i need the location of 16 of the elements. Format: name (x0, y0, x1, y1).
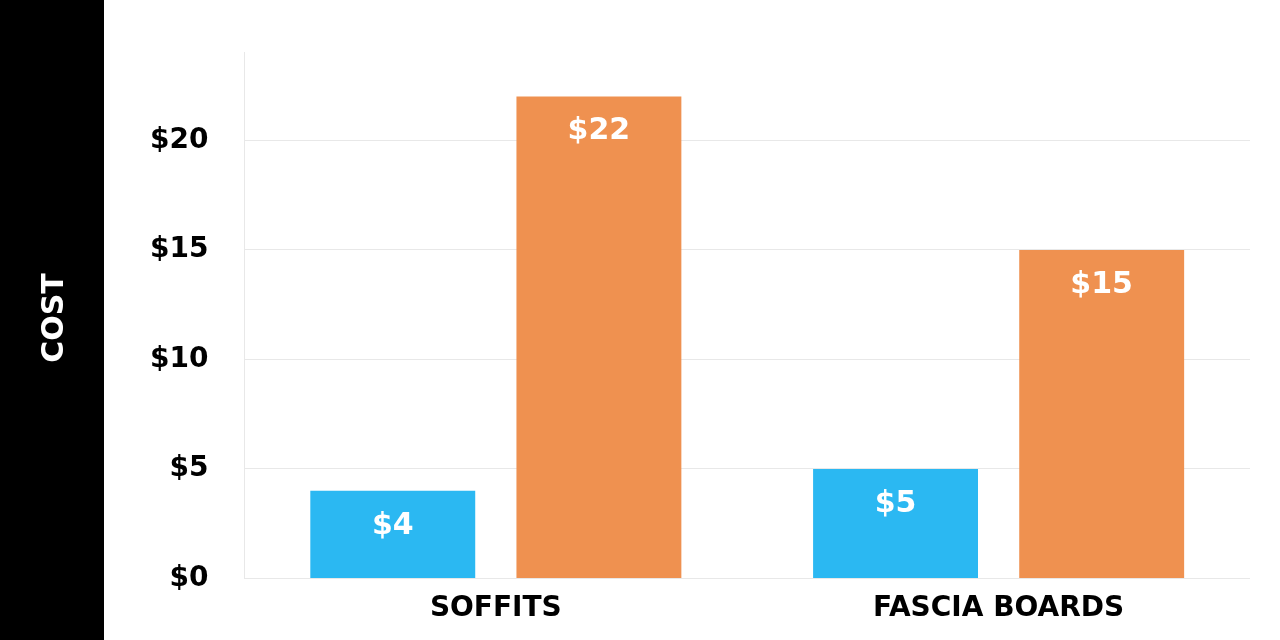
bar (813, 468, 978, 578)
data-label: $15 (1070, 264, 1133, 300)
y-tick-label: $20 (149, 121, 209, 155)
bar (516, 96, 682, 578)
x-tick-label: FASCIA BOARDS (873, 590, 1125, 624)
y-tick-label: $5 (169, 450, 209, 484)
y-axis-title: COST (34, 273, 70, 363)
y-tick-label: $10 (149, 340, 209, 374)
data-label: $22 (567, 111, 631, 147)
y-tick-label: $0 (169, 559, 209, 593)
y-tick-label: $15 (149, 231, 209, 265)
data-label: $4 (371, 505, 414, 541)
x-tick-label: SOFFITS (429, 590, 562, 624)
data-label: $5 (874, 483, 917, 519)
bar (1019, 249, 1185, 578)
bar (310, 490, 476, 578)
